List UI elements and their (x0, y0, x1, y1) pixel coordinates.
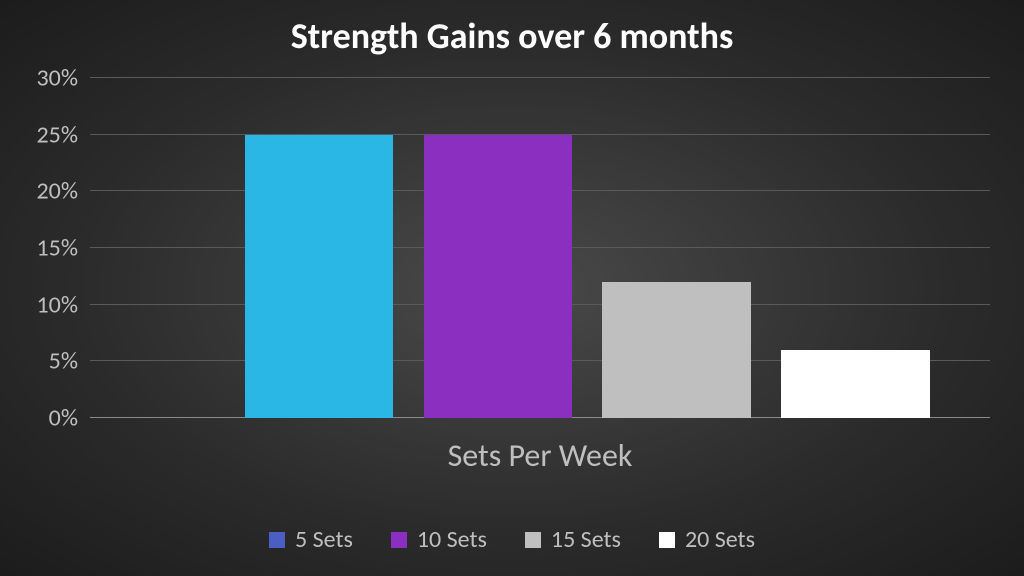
y-tick-label: 30% (18, 64, 78, 93)
gridline (90, 77, 990, 78)
legend-swatch (269, 532, 285, 548)
bar-20-sets (781, 350, 930, 418)
bar-5-sets (245, 135, 394, 418)
y-tick-label: 0% (18, 404, 78, 433)
bar-15-sets (602, 282, 751, 418)
legend-swatch (391, 532, 407, 548)
y-tick-label: 15% (18, 234, 78, 263)
bar-10-sets (424, 135, 573, 418)
legend-item: 15 Sets (525, 525, 621, 554)
chart-title: Strength Gains over 6 months (0, 14, 1024, 58)
legend-label: 15 Sets (551, 525, 621, 554)
legend-item: 5 Sets (269, 525, 353, 554)
legend-swatch (659, 532, 675, 548)
x-axis-label: Sets Per Week (90, 436, 990, 475)
legend-swatch (525, 532, 541, 548)
y-tick-label: 10% (18, 290, 78, 319)
y-tick-label: 5% (18, 347, 78, 376)
legend-label: 5 Sets (295, 525, 353, 554)
y-tick-label: 25% (18, 120, 78, 149)
legend-label: 20 Sets (685, 525, 755, 554)
legend-item: 10 Sets (391, 525, 487, 554)
legend-item: 20 Sets (659, 525, 755, 554)
y-tick-label: 20% (18, 177, 78, 206)
legend-label: 10 Sets (417, 525, 487, 554)
legend: 5 Sets 10 Sets 15 Sets 20 Sets (0, 525, 1024, 554)
plot-area: 0%5%10%15%20%25%30% (90, 78, 990, 418)
